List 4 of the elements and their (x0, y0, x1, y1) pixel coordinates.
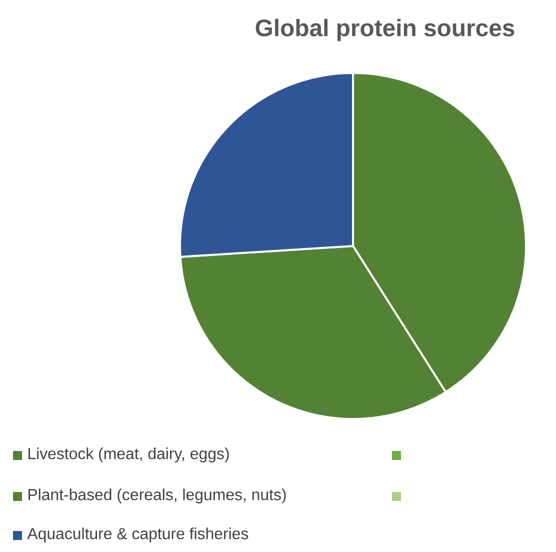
chart-title: Global protein sources (256, 18, 514, 42)
legend-label: Livestock (meat, dairy, eggs) (28, 448, 229, 462)
legend-label: Aquaculture & capture fisheries (27, 528, 248, 542)
legend-label: Plant-based (cereals, legumes, nuts) (28, 488, 286, 504)
